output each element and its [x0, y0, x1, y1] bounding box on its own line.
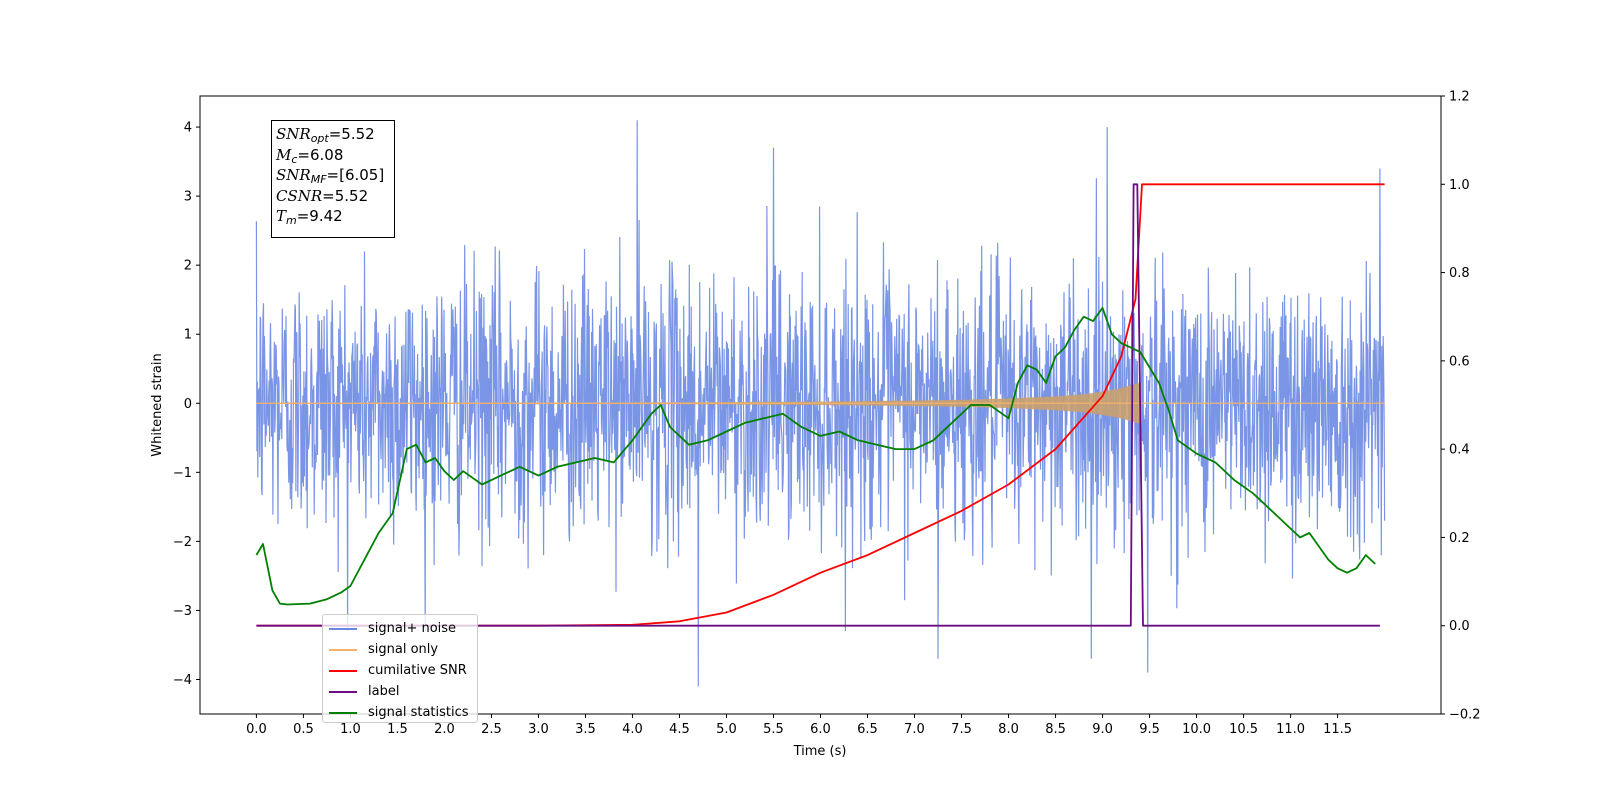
- legend-label: signal statistics: [368, 705, 469, 720]
- y-tick-label: −2: [173, 535, 192, 550]
- x-tick-label: 0.0: [246, 722, 267, 737]
- legend-label: signal only: [368, 642, 439, 657]
- y-tick-label: 1: [184, 328, 192, 343]
- y2-tick-label: 0.0: [1449, 619, 1470, 634]
- legend-entry-signal-statistics: signal statistics: [329, 702, 477, 723]
- x-tick-label: 4.5: [669, 722, 690, 737]
- x-tick-label: 9.5: [1139, 722, 1160, 737]
- y2-tick-label: 0.2: [1449, 531, 1470, 546]
- x-tick-label: 8.0: [998, 722, 1019, 737]
- x-tick-label: 2.0: [434, 722, 455, 737]
- plot-area: [255, 120, 1386, 687]
- x-tick-label: 10.0: [1182, 722, 1211, 737]
- legend-entry-cumulative-snr: cumilative SNR: [329, 660, 477, 681]
- legend-entry-signal-noise: signal+ noise: [329, 618, 477, 639]
- y2-tick-label: −0.2: [1449, 708, 1481, 723]
- x-tick-label: 6.0: [810, 722, 831, 737]
- legend-swatch: [329, 627, 357, 630]
- y-tick-label: −3: [173, 604, 192, 619]
- y-axis-label: Whitened strain: [150, 353, 165, 456]
- x-axis: 0.0 0.5 1.0 1.5 2.0 2.5 3.0 3.5 4.0 4.5 5.0 5.5 6.0 6…: [246, 714, 1352, 737]
- y-axis-right: 1.2 1.0 0.8 0.6 0.4 0.2 0.0 −0.2: [1441, 90, 1481, 723]
- x-tick-label: 1.0: [340, 722, 361, 737]
- x-tick-label: 5.5: [763, 722, 784, 737]
- x-tick-label: 2.5: [481, 722, 502, 737]
- x-axis-label: Time (s): [793, 744, 847, 759]
- x-tick-label: 10.5: [1229, 722, 1258, 737]
- y-tick-label: 3: [184, 190, 192, 205]
- y-tick-label: 4: [184, 121, 192, 136]
- stats-annotation-box: SNRopt=5.52 Mc=6.08 SNRMF=[6.05] CSNR=5.…: [271, 120, 395, 238]
- x-tick-label: 4.0: [622, 722, 643, 737]
- x-tick-label: 11.0: [1276, 722, 1305, 737]
- tm-row: Tm=9.42: [276, 207, 343, 227]
- series-label-line: [256, 183, 1380, 627]
- legend-swatch: [329, 690, 357, 693]
- series-signal-noise-line: [255, 120, 1386, 687]
- y-tick-label: −4: [173, 673, 192, 688]
- series-cumulative-snr-line: [256, 183, 1385, 627]
- x-tick-label: 11.5: [1323, 722, 1352, 737]
- legend-label: signal+ noise: [368, 621, 457, 636]
- x-tick-label: 6.5: [857, 722, 878, 737]
- snr-opt-row: SNRopt=5.52: [276, 125, 375, 145]
- y-tick-label: −1: [173, 466, 192, 481]
- x-tick-label: 3.5: [575, 722, 596, 737]
- legend-label: cumilative SNR: [368, 663, 467, 678]
- x-tick-label: 7.5: [951, 722, 972, 737]
- y-tick-label: 0: [184, 397, 192, 412]
- x-tick-label: 9.0: [1092, 722, 1113, 737]
- legend-swatch: [329, 669, 357, 672]
- x-tick-label: 1.5: [387, 722, 408, 737]
- y-axis-left: 4 3 2 1 0 −1 −2 −3 −4: [173, 121, 200, 688]
- legend-entry-signal-only: signal only: [329, 639, 477, 660]
- y2-tick-label: 1.2: [1449, 90, 1470, 105]
- chart-legend: signal+ noise signal only cumilative SNR…: [322, 614, 478, 723]
- legend-entry-label: label: [329, 681, 477, 702]
- legend-swatch: [329, 648, 357, 651]
- y-tick-label: 2: [184, 259, 192, 274]
- x-tick-label: 5.0: [716, 722, 737, 737]
- series-signal-statistics-line: [255, 306, 1376, 606]
- legend-swatch: [329, 711, 357, 714]
- y2-tick-label: 0.8: [1449, 266, 1470, 281]
- x-tick-label: 7.0: [904, 722, 925, 737]
- mc-row: Mc=6.08: [276, 145, 344, 166]
- x-tick-label: 0.5: [293, 722, 314, 737]
- x-tick-label: 3.0: [528, 722, 549, 737]
- y2-tick-label: 0.4: [1449, 443, 1470, 458]
- y2-tick-label: 0.6: [1449, 354, 1470, 369]
- x-tick-label: 8.5: [1045, 722, 1066, 737]
- snr-mf-row: SNRMF=[6.05]: [276, 166, 385, 186]
- y2-tick-label: 1.0: [1449, 178, 1470, 193]
- legend-label: label: [368, 684, 400, 699]
- csnr-row: CSNR=5.52: [276, 186, 369, 205]
